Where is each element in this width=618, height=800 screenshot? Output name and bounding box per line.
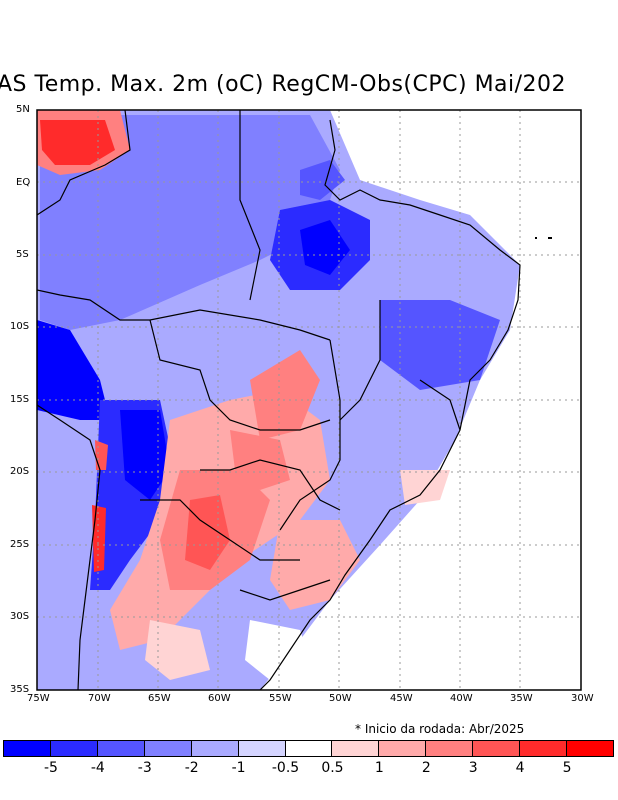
colorbar-label: -4: [90, 760, 105, 776]
colorbar-swatch: [519, 740, 568, 757]
colorbar-label: -3: [137, 760, 152, 776]
colorbar-label: -1: [231, 760, 246, 776]
colorbar-label: 0.5: [321, 760, 344, 776]
colorbar-swatch: [378, 740, 427, 757]
lon-label: 75W: [27, 693, 50, 704]
colorbar-swatch: [237, 740, 286, 757]
coastlines: [37, 110, 521, 690]
lat-label: 5S: [16, 249, 29, 260]
colorbar-label: -2: [184, 760, 199, 776]
colorbar-label: -5: [43, 760, 58, 776]
map-title: IAS Temp. Max. 2m (oC) RegCM-Obs(CPC) Ma…: [0, 72, 567, 97]
colorbar: [3, 740, 614, 757]
colorbar-swatch: [3, 740, 51, 757]
map-border: [36, 109, 582, 691]
colorbar-swatch: [49, 740, 98, 757]
colorbar-label: 4: [515, 760, 525, 776]
colorbar-swatch: [143, 740, 192, 757]
colorbar-swatch: [331, 740, 380, 757]
colorbar-label: 3: [468, 760, 478, 776]
lon-label: 35W: [510, 693, 533, 704]
run-note: * Inicio da rodada: Abr/2025: [355, 722, 525, 736]
colorbar-label: 2: [421, 760, 431, 776]
lat-label: 5N: [16, 104, 30, 115]
lat-label: 15S: [10, 394, 30, 405]
lon-label: 30W: [571, 693, 594, 704]
lat-label: 35S: [10, 684, 30, 695]
lon-label: 45W: [390, 693, 413, 704]
colorbar-swatch: [425, 740, 474, 757]
colorbar-swatch: [566, 740, 614, 757]
lat-label: EQ: [16, 177, 31, 188]
colorbar-label: 1: [374, 760, 384, 776]
colorbar-swatch: [284, 740, 333, 757]
colorbar-swatch: [96, 740, 145, 757]
lat-label: 25S: [10, 539, 30, 550]
lon-label: 65W: [148, 693, 171, 704]
lat-label: 10S: [10, 321, 30, 332]
colorbar-swatch: [190, 740, 239, 757]
lat-label: 20S: [10, 466, 30, 477]
colorbar-label: 5: [562, 760, 572, 776]
graticule: [37, 110, 581, 690]
lon-label: 60W: [208, 693, 231, 704]
lon-label: 40W: [450, 693, 473, 704]
lon-label: 70W: [88, 693, 111, 704]
colorbar-label: -0.5: [271, 760, 300, 776]
colorbar-swatch: [472, 740, 521, 757]
lon-label: 55W: [269, 693, 292, 704]
lon-label: 50W: [329, 693, 352, 704]
lat-label: 30S: [10, 611, 30, 622]
